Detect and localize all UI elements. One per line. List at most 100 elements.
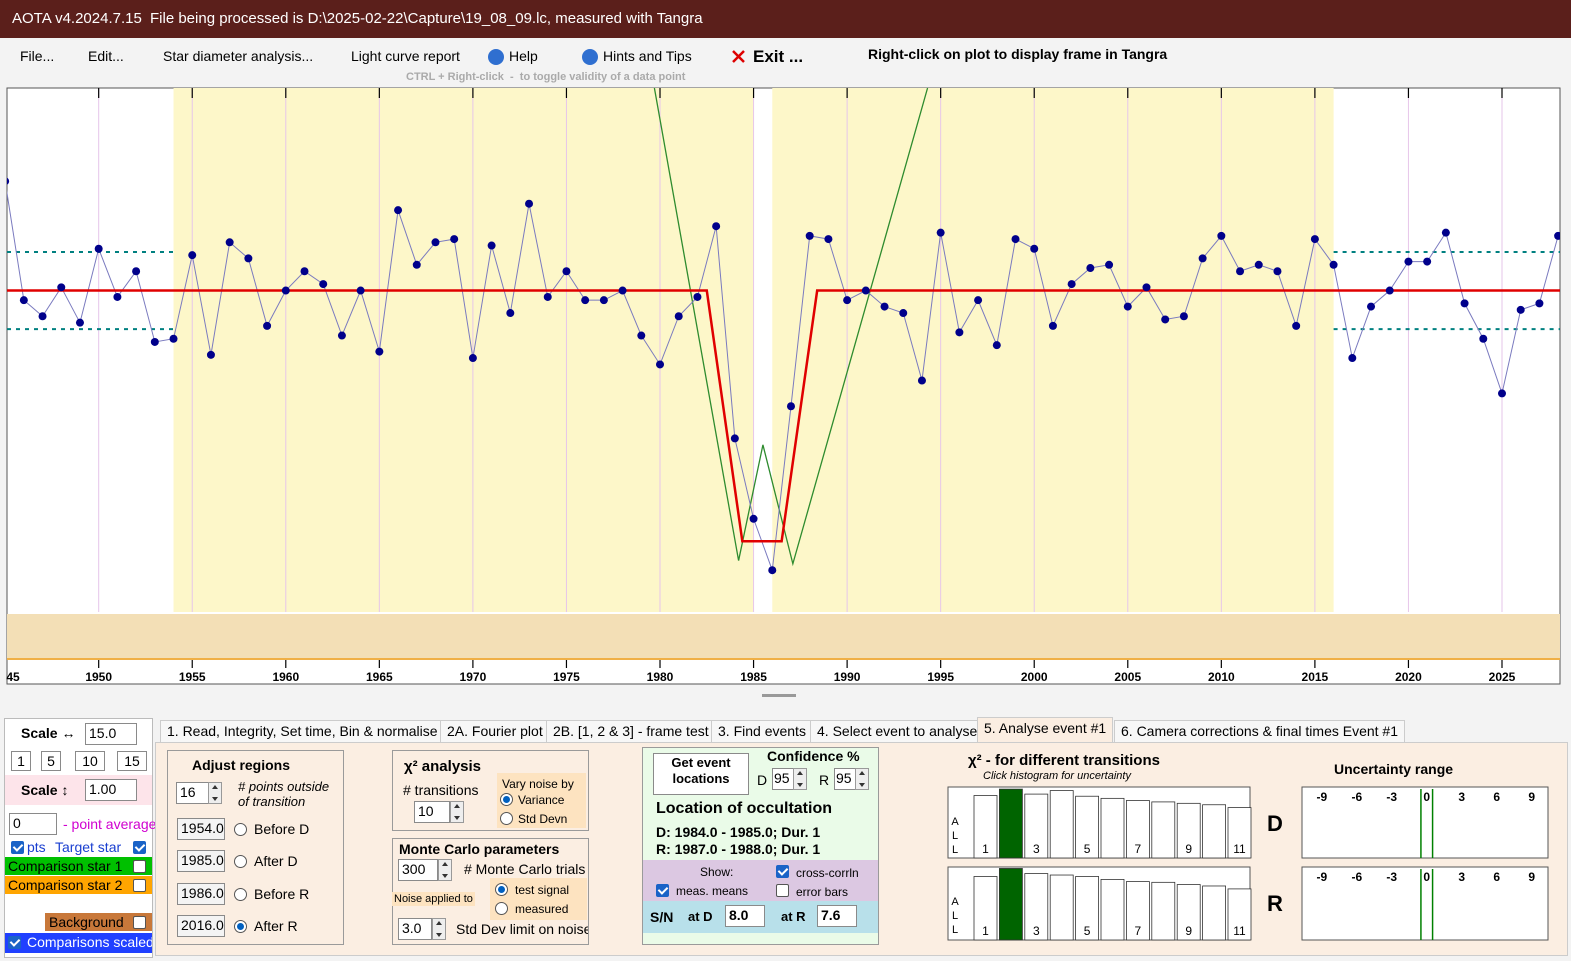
point-average-select[interactable]: 0 (9, 813, 57, 835)
transitions-label: # transitions (403, 782, 479, 798)
file-info: File being processed is D:\2025-02-22\Ca… (150, 10, 703, 27)
noise-applied-label: Noise applied to (392, 892, 475, 906)
region-value[interactable]: 1985.0 (177, 850, 225, 872)
spinner[interactable] (793, 768, 807, 790)
x-tick-label: 1965 (366, 670, 393, 684)
background-checkbox[interactable] (133, 916, 146, 929)
scale-button[interactable]: 5 (41, 751, 61, 771)
comp1-label: Comparison star 1 (8, 858, 123, 874)
data-point (656, 360, 665, 369)
data-point (618, 286, 627, 295)
menu-item[interactable]: Star diameter analysis... (163, 48, 314, 64)
region-radio[interactable] (234, 920, 247, 933)
chi2-title: χ² analysis (404, 758, 482, 775)
tab-selected[interactable]: 5. Analyse event #1 (977, 717, 1114, 742)
comparisons-scaled-checkbox[interactable] (8, 936, 21, 949)
tab[interactable]: 2A. Fourier plot (440, 720, 550, 742)
tab[interactable]: 1. Read, Integrity, Set time, Bin & norm… (160, 720, 445, 742)
region-value[interactable]: 1954.0 (177, 818, 225, 840)
data-point (1554, 231, 1560, 240)
chi2-curve (653, 88, 929, 567)
region-radio[interactable] (234, 888, 247, 901)
points-label: # points outside of transition (238, 779, 330, 809)
menu-item[interactable]: Hints and Tips (603, 48, 692, 64)
point-average-label: - point average (63, 816, 157, 832)
r-conf-input[interactable]: 95 (834, 768, 856, 790)
region-label: After D (254, 853, 298, 869)
variance-radio[interactable] (500, 793, 513, 806)
tab[interactable]: 3. Find events (711, 720, 813, 742)
menu-item[interactable]: Exit ... (753, 47, 804, 66)
data-point (1236, 267, 1245, 276)
comp1-checkbox[interactable] (133, 860, 146, 873)
region-radio[interactable] (234, 823, 247, 836)
tab[interactable]: 2B. [1, 2 & 3] - frame test (546, 720, 716, 742)
spinner[interactable] (450, 801, 464, 823)
data-point (955, 328, 964, 337)
data-point (19, 296, 28, 305)
spinner[interactable] (208, 782, 222, 804)
test-signal-radio[interactable] (495, 883, 508, 896)
x-tick-label: 1970 (460, 670, 487, 684)
menu-item[interactable]: File... (20, 48, 55, 64)
data-point (693, 292, 702, 301)
trials-input[interactable]: 300 (398, 859, 438, 881)
region-value[interactable]: 2016.0 (177, 915, 225, 937)
data-point (38, 312, 47, 321)
scale-button[interactable]: 10 (75, 751, 105, 771)
get-event-locations-button[interactable]: Get event locations (653, 753, 749, 795)
measured-radio[interactable] (495, 902, 508, 915)
std-dev-input[interactable]: 3.0 (398, 918, 432, 940)
display-panel: Scale ↔ 15.0 1 5 10 15 Scale ↕ 1.00 0 - … (4, 718, 157, 958)
region-radio[interactable] (234, 855, 247, 868)
spinner[interactable] (432, 918, 446, 940)
meas-means-checkbox[interactable] (656, 884, 669, 897)
adjust-regions-title: Adjust regions (192, 757, 291, 773)
d-conf-input[interactable]: 95 (772, 768, 794, 790)
x-tick-label: 2000 (1021, 670, 1048, 684)
data-point (94, 244, 103, 253)
data-point (1441, 228, 1450, 237)
data-point (1292, 321, 1301, 330)
spinner[interactable] (855, 768, 869, 790)
data-point (861, 286, 870, 295)
tab[interactable]: 6. Camera corrections & final times Even… (1114, 720, 1406, 742)
data-point (1497, 389, 1506, 398)
menu-item[interactable]: Edit... (88, 48, 124, 64)
pts-checkbox[interactable] (11, 841, 24, 854)
hint-right-click: Right-click on plot to display frame in … (868, 46, 1168, 62)
vary-noise-label: Vary noise by (502, 777, 574, 791)
scale-button[interactable]: 1 (11, 751, 31, 771)
tab[interactable]: 4. Select event to analyse (810, 720, 985, 742)
data-point (1329, 260, 1338, 269)
data-point (1423, 257, 1432, 266)
stddev-radio[interactable] (500, 812, 513, 825)
target-star-checkbox[interactable] (133, 841, 146, 854)
region-label: Before R (254, 886, 310, 902)
comp2-checkbox[interactable] (133, 879, 146, 892)
data-point (674, 312, 683, 321)
scale-button[interactable]: 15 (117, 751, 147, 771)
x-tick-label: 1995 (927, 670, 954, 684)
confidence-label: Confidence % (767, 748, 860, 764)
x-tick-label: 1960 (272, 670, 299, 684)
scale-v-input[interactable]: 1.00 (85, 779, 137, 801)
data-point (1310, 235, 1319, 244)
comp1-row (5, 857, 152, 875)
data-point (749, 514, 758, 523)
spinner[interactable] (438, 859, 452, 881)
splitter[interactable] (762, 694, 796, 697)
cross-corr-checkbox[interactable] (776, 865, 789, 878)
data-point (412, 260, 421, 269)
error-bars-checkbox[interactable] (776, 884, 789, 897)
transitions-input[interactable]: 10 (414, 801, 450, 823)
data-point (150, 337, 159, 346)
menu-item[interactable]: Help (509, 48, 538, 64)
hint-ctrl: CTRL + Right-click - to toggle validity … (406, 71, 686, 83)
plot-background (6, 87, 1561, 685)
menu-item[interactable]: Light curve report (351, 48, 460, 64)
pts-label: pts (27, 839, 46, 855)
region-value[interactable]: 1986.0 (177, 883, 225, 905)
scale-h-input[interactable]: 15.0 (85, 723, 137, 745)
points-input[interactable]: 16 (176, 782, 212, 804)
